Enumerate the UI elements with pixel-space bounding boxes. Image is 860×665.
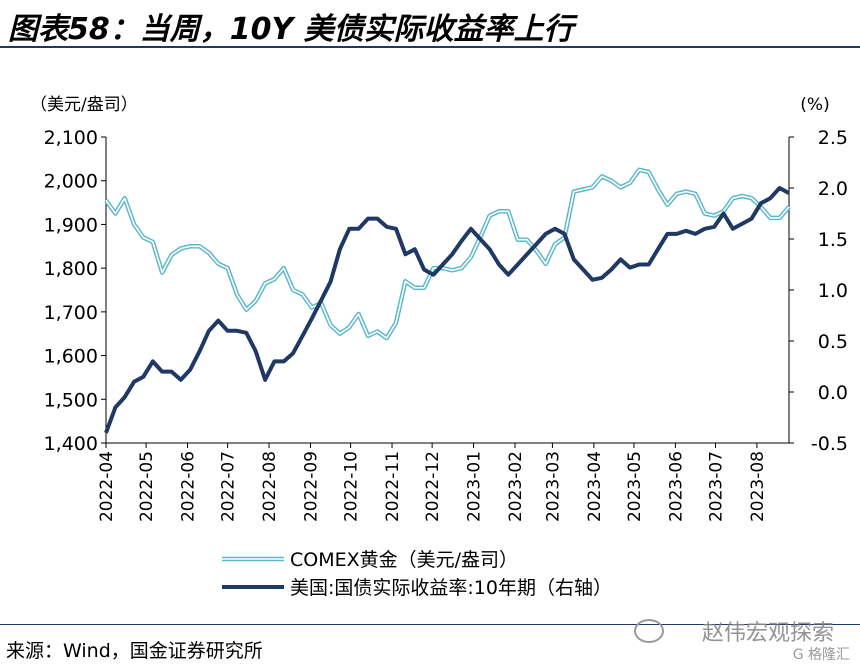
- x-tick-label: 2023-04: [585, 451, 605, 522]
- x-tick-label: 2022-06: [179, 451, 199, 522]
- chart-legend: COMEX黄金（美元/盎司） 美国:国债实际收益率:10年期（右轴）: [222, 549, 612, 599]
- legend-label: 美国:国债实际收益率:10年期（右轴）: [290, 577, 612, 599]
- series-gold-line: [104, 167, 791, 341]
- x-tick-label: 2023-06: [666, 451, 686, 522]
- x-tick-label: 2023-08: [748, 451, 768, 522]
- x-tick-label: 2023-03: [543, 451, 563, 522]
- x-tick-label: 2022-12: [423, 451, 443, 522]
- left-tick-label: 1,800: [44, 258, 98, 280]
- x-tick-label: 2022-11: [383, 451, 403, 522]
- source-note: 来源：Wind，国金证券研究所: [6, 640, 263, 662]
- right-tick-label: 0.0: [818, 382, 848, 404]
- x-tick-label: 2023-07: [706, 451, 726, 522]
- footer-divider: [0, 624, 860, 625]
- left-axis-unit: （美元/盎司）: [30, 95, 138, 115]
- chart-title: 图表58：当周，10Y 美债实际收益率上行: [8, 12, 574, 47]
- x-tick-label: 2022-08: [260, 451, 280, 522]
- right-tick-label: 2.0: [818, 178, 848, 200]
- left-tick-label: 1,400: [44, 433, 98, 455]
- title-divider: [0, 46, 860, 48]
- x-tick-label: 2022-07: [219, 451, 239, 522]
- chart-series: [104, 167, 791, 434]
- series-real-yield-line: [104, 186, 790, 434]
- x-tick-label: 2023-02: [506, 451, 526, 522]
- right-tick-label: 1.0: [818, 280, 848, 302]
- left-tick-label: 2,000: [44, 171, 98, 193]
- right-tick-label: 2.5: [818, 127, 848, 149]
- left-tick-label: 1,700: [44, 302, 98, 324]
- legend-label: COMEX黄金（美元/盎司）: [290, 549, 518, 571]
- x-tick-label: 2022-05: [137, 451, 157, 522]
- chart-axes: （美元/盎司） (%) 1,400 1,500 1,600 1,700 1,800 1,900…: [30, 95, 848, 522]
- series-gold-line-inner: [105, 169, 790, 339]
- left-tick-label: 1,500: [44, 389, 98, 411]
- wechat-icon: [634, 619, 664, 643]
- watermark-logo: G 格隆汇: [792, 647, 850, 663]
- watermark-text: 赵伟宏观探索: [701, 621, 834, 646]
- x-tick-label: 2022-10: [342, 451, 362, 522]
- right-tick-label: 1.5: [818, 229, 848, 251]
- right-tick-label: -0.5: [811, 433, 848, 455]
- x-tick-label: 2023-01: [465, 451, 485, 522]
- left-tick-label: 1,900: [44, 214, 98, 236]
- right-tick-label: 0.5: [818, 331, 848, 353]
- x-tick-label: 2022-09: [301, 451, 321, 522]
- x-tick-label: 2022-04: [97, 451, 117, 522]
- right-axis-unit: (%): [800, 95, 829, 115]
- left-tick-label: 2,100: [44, 127, 98, 149]
- left-tick-label: 1,600: [44, 346, 98, 368]
- x-tick-label: 2023-05: [625, 451, 645, 522]
- dual-axis-line-chart: （美元/盎司） (%) 1,400 1,500 1,600 1,700 1,800 1,900…: [30, 95, 848, 599]
